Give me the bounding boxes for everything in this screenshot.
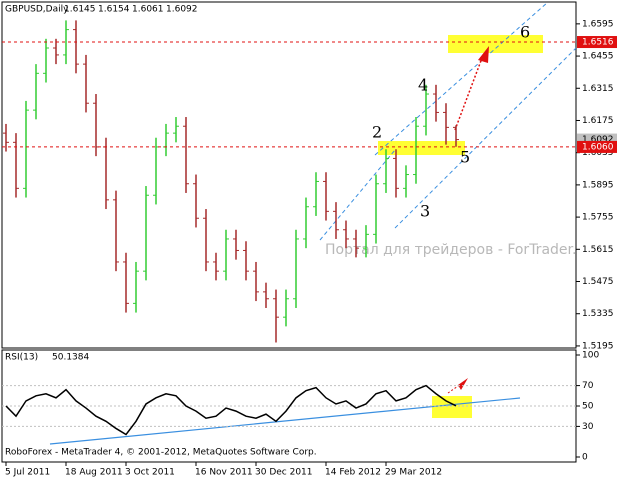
rsi-tick-label: 30 (582, 422, 594, 432)
y-tick-label: 1.5335 (582, 309, 614, 319)
channel-lower (394, 47, 576, 229)
rsi-tick-label: 0 (582, 453, 588, 463)
rsi-trendline (49, 397, 521, 445)
y-tick-label: 1.6315 (582, 84, 614, 94)
forecast-arrow (454, 57, 483, 131)
x-tick-label: 14 Feb 2012 (325, 468, 381, 478)
channel-upper (374, 2, 549, 156)
y-tick-label: 1.5895 (582, 180, 614, 190)
rsi-arrow (458, 378, 468, 390)
y-tick-label: 1.5195 (582, 341, 614, 351)
x-tick-label: 3 Oct 2011 (125, 468, 175, 478)
main-plot: Портал для трейдеров - ForTrader.ru (3, 2, 591, 343)
rsi-line (5, 384, 457, 436)
y-tick-label: 1.6175 (582, 116, 614, 126)
level-label: 1.6516 (582, 38, 614, 48)
arrow-head (478, 46, 489, 63)
y-tick-label: 1.5615 (582, 245, 614, 255)
target-zone (448, 35, 543, 53)
x-tick-label: 5 Jul 2011 (5, 468, 50, 478)
x-tick-label: 18 Aug 2011 (65, 468, 123, 478)
y-tick-label: 1.6455 (582, 52, 614, 62)
level-box (577, 140, 617, 153)
x-tick-label: 29 Mar 2012 (385, 468, 442, 478)
wave5-zone (378, 141, 465, 155)
y-tick-label: 1.6035 (582, 148, 614, 158)
rsi-last: 50.1384 (52, 353, 89, 363)
header-high: 1.6154 (98, 5, 130, 15)
chart-title: GBPUSD,Daily (5, 5, 69, 15)
header-close: 1.6092 (166, 5, 198, 15)
x-tick-label: 16 Nov 2011 (195, 468, 253, 478)
channel-small (319, 149, 396, 241)
x-tick-label: 30 Dec 2011 (255, 468, 313, 478)
rsi-tick-label: 50 (582, 402, 594, 412)
main-frame (1, 1, 577, 349)
watermark: Портал для трейдеров - ForTrader.ru (325, 242, 591, 258)
level-label: 1.6060 (582, 142, 614, 152)
last-price-label: 1.6092 (582, 135, 614, 145)
rsi-title: RSI(13) (5, 353, 38, 363)
rsi-zone (432, 396, 472, 418)
y-tick-label: 1.6595 (582, 19, 614, 29)
wave-label: 3 (420, 202, 430, 221)
header-open: 1.6145 (64, 5, 96, 15)
header-low: 1.6061 (132, 5, 164, 15)
wave-label: 5 (460, 148, 470, 167)
y-tick-label: 1.5755 (582, 213, 614, 223)
y-tick-label: 1.5475 (582, 277, 614, 287)
wave-label: 2 (372, 123, 382, 142)
footer: RoboForex - MetaTrader 4, © 2001-2012, M… (5, 448, 317, 458)
rsi-tick-label: 70 (582, 381, 594, 391)
level-box (577, 36, 617, 49)
wave-label: 4 (418, 76, 428, 95)
wave-label: 6 (520, 23, 530, 42)
rsi-tick-label: 100 (582, 350, 599, 360)
